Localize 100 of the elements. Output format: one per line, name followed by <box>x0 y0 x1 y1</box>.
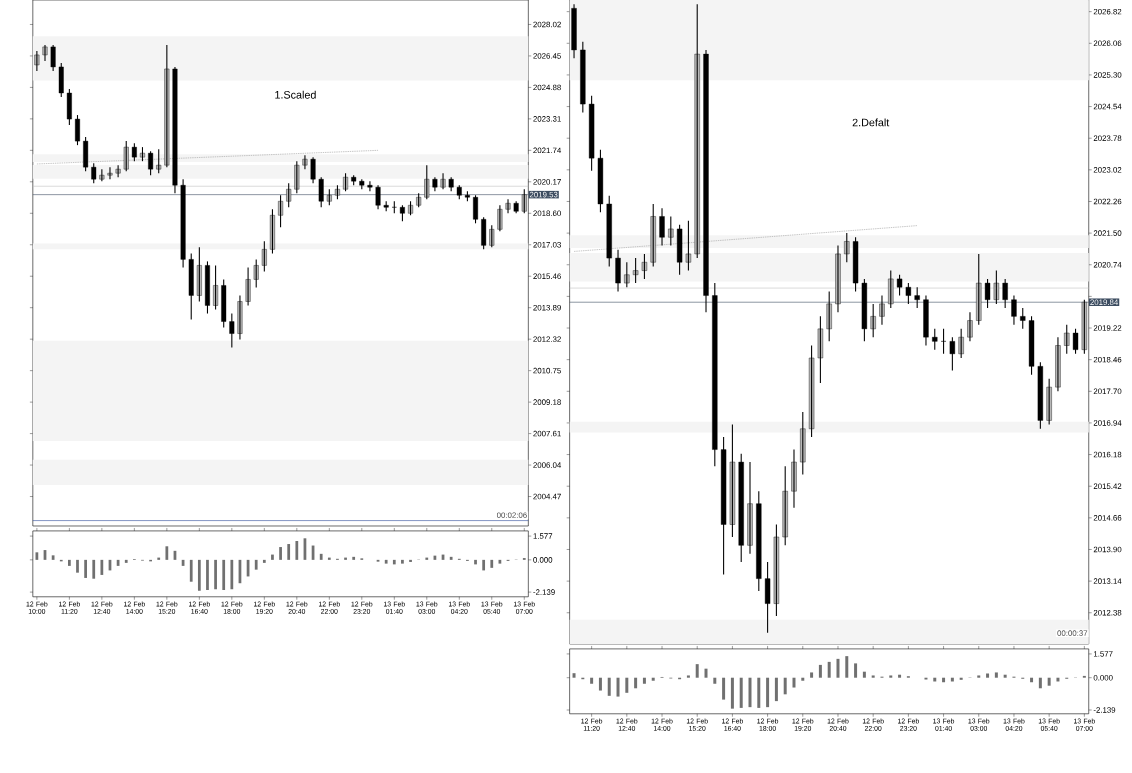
bar <box>625 677 629 693</box>
candlestick <box>148 150 154 176</box>
bar <box>607 677 611 696</box>
candlestick <box>391 200 397 214</box>
bar <box>590 677 594 684</box>
candlestick <box>456 184 462 200</box>
bar <box>287 544 291 560</box>
bar <box>986 673 990 678</box>
bar <box>739 677 743 709</box>
candlestick <box>632 257 639 284</box>
candlestick <box>905 282 912 305</box>
bar <box>774 677 778 702</box>
bar <box>977 675 981 678</box>
candlestick <box>1046 378 1052 426</box>
candlestick <box>399 204 405 222</box>
candlestick <box>861 278 868 342</box>
bar <box>695 664 699 678</box>
bar <box>230 559 234 590</box>
bar <box>642 677 646 684</box>
bar <box>889 675 893 678</box>
candlestick <box>729 424 736 538</box>
candlestick <box>261 240 267 273</box>
bar <box>854 663 858 678</box>
bar <box>686 675 690 678</box>
candlestick <box>1064 324 1070 355</box>
bar <box>810 672 814 678</box>
bar <box>409 559 412 563</box>
bar <box>165 546 169 560</box>
bar <box>818 665 822 678</box>
bar <box>197 559 201 591</box>
bar <box>214 559 217 590</box>
candlestick <box>481 216 487 251</box>
bar <box>327 557 331 560</box>
bar <box>222 559 226 591</box>
candlestick <box>107 166 113 180</box>
candlestick <box>870 303 876 338</box>
bar <box>783 677 787 695</box>
bar <box>959 677 963 680</box>
candlestick <box>140 146 145 162</box>
candlestick <box>448 176 454 192</box>
bar <box>384 559 388 564</box>
candlestick <box>367 180 373 192</box>
text: 1.Scaled <box>275 90 316 99</box>
bar <box>92 559 96 579</box>
candlestick <box>221 279 227 329</box>
bar <box>100 559 104 576</box>
bar <box>449 556 453 560</box>
bar <box>51 555 55 560</box>
candlestick <box>949 336 956 372</box>
bar <box>730 677 734 709</box>
candlestick <box>720 436 727 576</box>
candlestick <box>932 328 938 351</box>
candlestick <box>188 252 194 321</box>
candlestick <box>464 190 470 202</box>
bar <box>766 677 770 708</box>
candlestick <box>808 345 815 438</box>
bar <box>76 559 79 573</box>
candlestick <box>914 286 920 309</box>
candlestick <box>351 174 357 186</box>
bar <box>713 677 717 684</box>
bar <box>898 674 902 678</box>
candlestick <box>694 3 700 259</box>
candlestick <box>164 44 170 168</box>
candlestick <box>984 278 991 309</box>
bar <box>392 559 396 565</box>
candlestick <box>156 148 162 174</box>
bar <box>651 677 655 681</box>
bar <box>572 673 576 678</box>
candlestick <box>844 232 850 263</box>
candlestick <box>958 328 964 359</box>
candlestick <box>505 198 511 214</box>
candlestick <box>588 95 595 172</box>
bar <box>474 559 477 565</box>
candlestick <box>597 149 604 213</box>
bar <box>401 559 404 564</box>
bar <box>845 656 849 678</box>
candlestick <box>99 168 105 182</box>
candlestick <box>817 315 824 384</box>
bar <box>482 559 486 571</box>
bar <box>1047 677 1051 686</box>
bar <box>490 559 494 568</box>
bar <box>722 677 726 700</box>
candlestick <box>416 192 422 208</box>
candlestick <box>229 313 235 349</box>
candlestick <box>606 195 612 268</box>
bar <box>598 677 602 691</box>
candlestick <box>213 264 219 311</box>
bar <box>792 677 796 688</box>
bar <box>616 677 620 697</box>
bar <box>254 559 258 570</box>
candlestick <box>1020 307 1026 330</box>
bar <box>634 677 638 689</box>
candlestick <box>91 162 97 184</box>
bar <box>801 677 805 681</box>
bar <box>295 541 299 560</box>
candlestick <box>115 164 121 178</box>
candlestick <box>852 236 859 293</box>
candlestick <box>1072 328 1079 355</box>
bar <box>67 559 71 566</box>
bar <box>827 661 831 678</box>
